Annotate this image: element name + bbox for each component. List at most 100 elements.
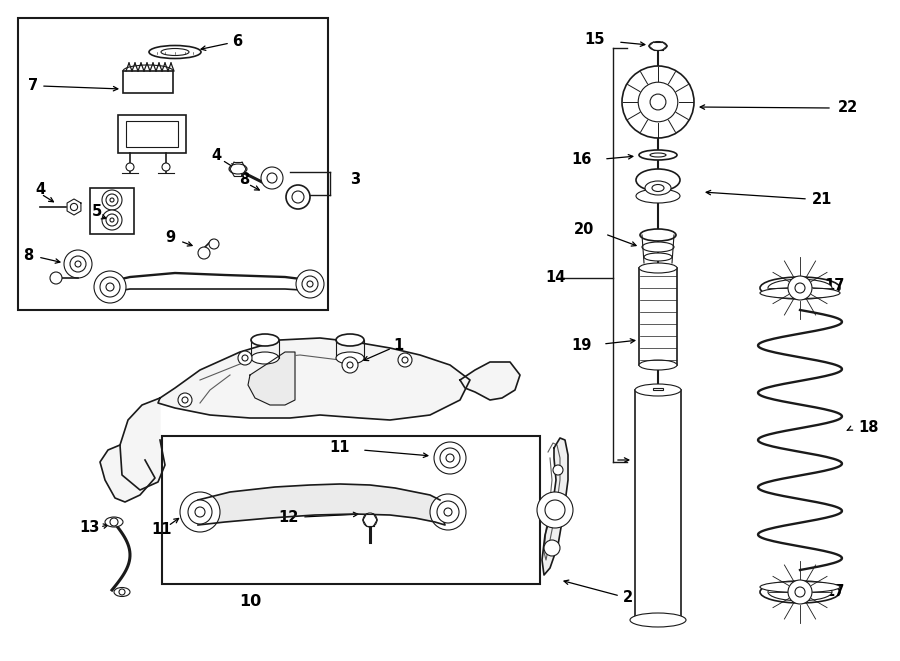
Circle shape [106, 283, 114, 291]
Circle shape [209, 239, 219, 249]
Bar [126, 121, 178, 147]
Circle shape [446, 454, 454, 462]
Text: 6: 6 [232, 34, 242, 50]
Circle shape [102, 210, 122, 230]
Ellipse shape [105, 517, 123, 527]
Text: 20: 20 [573, 223, 594, 237]
Circle shape [363, 513, 377, 527]
Bar [118, 115, 186, 153]
Bar [18, 18, 328, 310]
Circle shape [182, 397, 188, 403]
Ellipse shape [251, 334, 279, 346]
Circle shape [102, 190, 122, 210]
Circle shape [444, 508, 452, 516]
Circle shape [553, 465, 563, 475]
Circle shape [788, 580, 812, 604]
Ellipse shape [636, 189, 680, 203]
Circle shape [64, 250, 92, 278]
Text: 17: 17 [824, 584, 844, 600]
Circle shape [650, 94, 666, 110]
Text: 18: 18 [858, 420, 878, 436]
Ellipse shape [639, 150, 677, 160]
Circle shape [110, 518, 118, 526]
Ellipse shape [640, 229, 676, 241]
Circle shape [188, 500, 212, 524]
Text: 1: 1 [393, 338, 403, 352]
Circle shape [110, 198, 114, 202]
Circle shape [307, 281, 313, 287]
Ellipse shape [760, 277, 840, 299]
Ellipse shape [229, 164, 247, 174]
Polygon shape [460, 362, 520, 400]
Text: 17: 17 [824, 278, 844, 293]
Circle shape [198, 247, 210, 259]
Text: 21: 21 [812, 192, 833, 208]
Circle shape [106, 214, 118, 226]
Text: 7: 7 [28, 77, 38, 93]
Circle shape [296, 270, 324, 298]
Circle shape [398, 353, 412, 367]
Text: 10: 10 [238, 594, 261, 609]
Text: 11: 11 [329, 440, 350, 455]
Circle shape [347, 362, 353, 368]
Bar [123, 71, 173, 93]
Text: 4: 4 [35, 182, 45, 198]
Ellipse shape [630, 613, 686, 627]
Circle shape [119, 589, 125, 595]
Ellipse shape [123, 65, 173, 77]
Circle shape [795, 283, 805, 293]
Bar [90, 188, 134, 234]
Polygon shape [100, 445, 155, 502]
Ellipse shape [149, 46, 201, 59]
Ellipse shape [768, 279, 832, 297]
Polygon shape [68, 199, 81, 215]
Circle shape [434, 442, 466, 474]
Bar [653, 388, 663, 390]
Circle shape [50, 272, 62, 284]
Text: 8: 8 [238, 173, 249, 188]
Circle shape [342, 357, 358, 373]
Circle shape [402, 357, 408, 363]
Circle shape [70, 204, 77, 211]
Circle shape [100, 277, 120, 297]
Polygon shape [120, 398, 165, 490]
Circle shape [302, 276, 318, 292]
Ellipse shape [760, 288, 840, 299]
Circle shape [110, 218, 114, 222]
Ellipse shape [649, 42, 667, 50]
Text: 11: 11 [152, 522, 172, 537]
Ellipse shape [644, 253, 672, 261]
Ellipse shape [336, 352, 364, 364]
Text: 8: 8 [22, 247, 33, 262]
Circle shape [94, 271, 126, 303]
Ellipse shape [114, 588, 130, 596]
Circle shape [430, 494, 466, 530]
Text: 14: 14 [545, 270, 565, 286]
Ellipse shape [639, 360, 677, 370]
Text: 22: 22 [838, 100, 859, 116]
Ellipse shape [161, 48, 189, 56]
Circle shape [75, 261, 81, 267]
Ellipse shape [635, 384, 681, 396]
Ellipse shape [768, 583, 832, 601]
Polygon shape [248, 352, 295, 405]
Circle shape [292, 191, 304, 203]
Ellipse shape [639, 263, 677, 273]
Circle shape [267, 173, 277, 183]
Ellipse shape [760, 581, 840, 603]
Ellipse shape [645, 181, 671, 195]
Text: 5: 5 [92, 204, 102, 219]
Ellipse shape [251, 352, 279, 364]
Circle shape [545, 500, 565, 520]
Text: 15: 15 [584, 32, 605, 48]
Text: 16: 16 [572, 153, 592, 167]
Circle shape [238, 351, 252, 365]
Polygon shape [158, 338, 470, 420]
Circle shape [544, 540, 560, 556]
Ellipse shape [652, 184, 664, 192]
Text: 2: 2 [623, 590, 633, 605]
Ellipse shape [650, 153, 666, 157]
Ellipse shape [642, 242, 674, 252]
Polygon shape [542, 438, 568, 575]
Ellipse shape [636, 169, 680, 191]
